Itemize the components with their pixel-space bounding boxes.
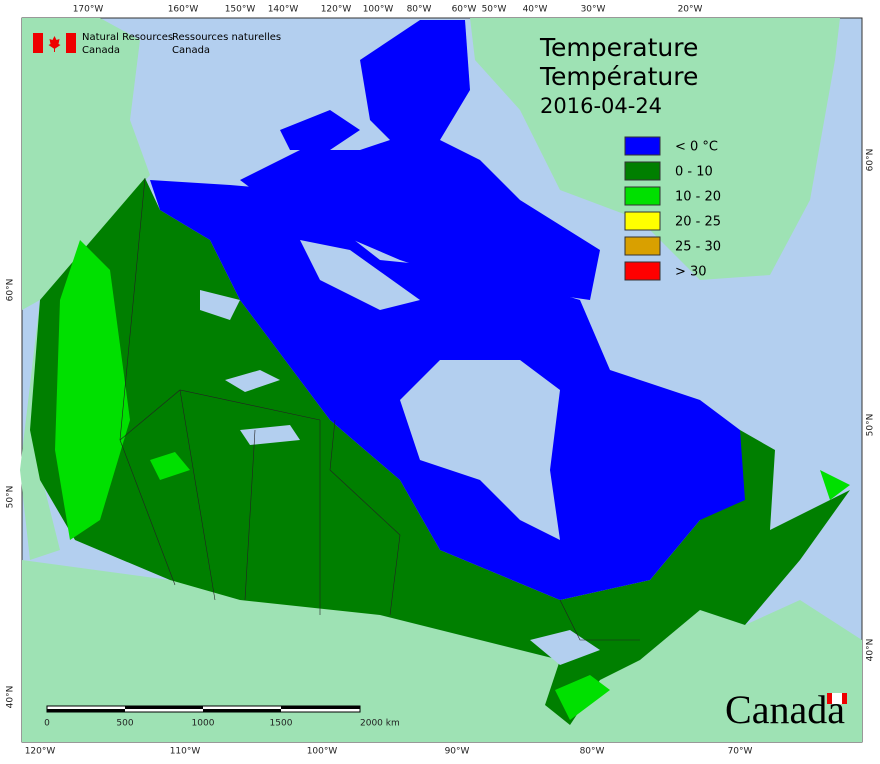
agency-name: Natural Resources <box>82 32 173 43</box>
canada-wordmark: Canada <box>725 687 845 732</box>
title: Température <box>539 62 698 91</box>
flag-bar <box>33 33 43 53</box>
legend-label: 0 - 10 <box>675 165 713 180</box>
legend-swatch <box>624 211 661 231</box>
scale-label: 1500 <box>270 719 293 729</box>
legend-label: 20 - 25 <box>675 215 721 230</box>
legend-label: 10 - 20 <box>675 190 721 205</box>
graticule-label: 50°W <box>482 5 507 15</box>
legend-swatch <box>624 236 661 256</box>
legend-label: > 30 <box>675 265 707 280</box>
graticule-label: 50°N <box>6 486 16 509</box>
graticule-label: 120°W <box>25 747 56 757</box>
legend-swatch <box>624 161 661 181</box>
scale-label: 0 <box>44 719 50 729</box>
legend-swatch <box>624 261 661 281</box>
agency-name: Canada <box>82 45 120 56</box>
graticule-label: 60°N <box>866 149 876 172</box>
graticule-label: 40°N <box>866 639 876 662</box>
graticule-label: 30°W <box>581 5 606 15</box>
title: Temperature <box>539 33 698 62</box>
date: 2016-04-24 <box>540 94 662 118</box>
graticule-label: 40°N <box>6 686 16 709</box>
graticule-label: 50°N <box>866 414 876 437</box>
maple-leaf <box>48 36 61 52</box>
flag-bar <box>66 33 76 53</box>
agency-name: Ressources naturelles <box>172 32 281 43</box>
canada <box>30 20 850 725</box>
graticule-label: 100°W <box>307 747 338 757</box>
legend-swatch <box>624 136 661 156</box>
legend-label: 25 - 30 <box>675 240 721 255</box>
agency: Natural Resources Canada Ressources natu… <box>33 32 281 56</box>
graticule-label: 150°W <box>225 5 256 15</box>
scale-bar: 0 500 1000 1500 2000 km <box>44 705 400 729</box>
graticule-label: 160°W <box>168 5 199 15</box>
graticule-label: 80°W <box>580 747 605 757</box>
graticule-label: 120°W <box>321 5 352 15</box>
graticule-label: 40°W <box>523 5 548 15</box>
graticule-label: 170°W <box>73 5 104 15</box>
scale-label: 1000 <box>192 719 215 729</box>
graticule-label: 140°W <box>268 5 299 15</box>
scale-label: 500 <box>116 719 133 729</box>
graticule-label: 70°W <box>728 747 753 757</box>
graticule-label: 60°N <box>6 279 16 302</box>
scale-label: 2000 km <box>360 719 400 729</box>
legend-swatch <box>624 186 661 206</box>
graticule-label: 100°W <box>363 5 394 15</box>
graticule-label: 20°W <box>678 5 703 15</box>
legend-label: < 0 °C <box>675 140 718 155</box>
graticule-label: 60°W <box>452 5 477 15</box>
graticule-label: 80°W <box>407 5 432 15</box>
land <box>20 18 862 742</box>
graticule-label: 90°W <box>445 747 470 757</box>
legend: < 0 °C 0 - 10 10 - 20 20 - 25 25 - 30 > 30 <box>624 136 721 281</box>
wordmark-flag <box>832 693 842 704</box>
agency-name: Canada <box>172 45 210 56</box>
graticule-label: 110°W <box>170 747 201 757</box>
